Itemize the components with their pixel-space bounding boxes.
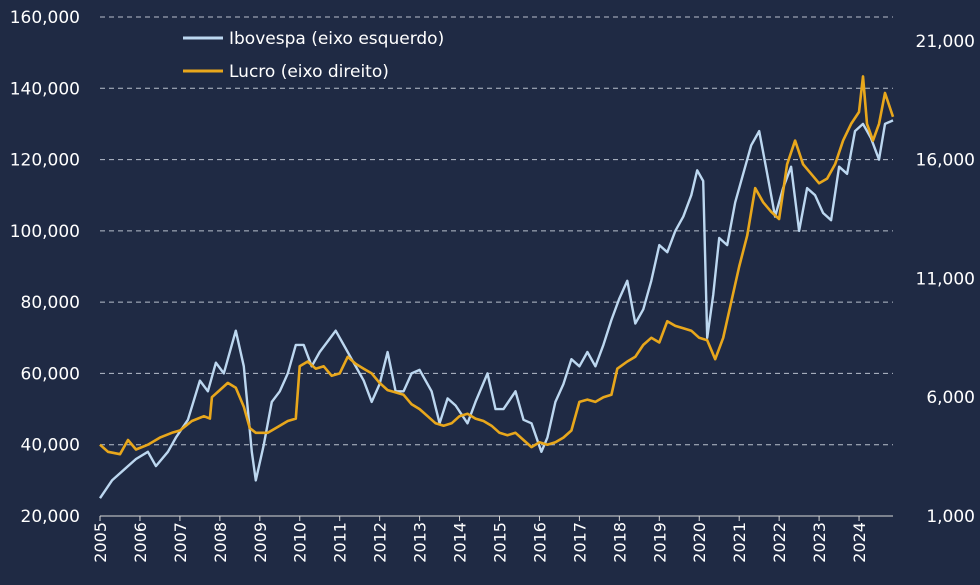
x-tick-label: 2012: [371, 522, 390, 563]
y-left-tick-label: 80,000: [21, 293, 80, 313]
x-tick-label: 2006: [131, 522, 150, 563]
x-tick-label: 2024: [850, 522, 869, 563]
x-tick-label: 2015: [490, 522, 509, 563]
x-tick-label: 2007: [171, 522, 190, 563]
y-left-tick-label: 120,000: [10, 151, 80, 171]
y-left-tick-label: 40,000: [21, 436, 80, 456]
x-tick-label: 2017: [570, 522, 589, 563]
x-tick-label: 2011: [331, 522, 350, 563]
x-tick-label: 2018: [610, 522, 629, 563]
legend-label-lucro: Lucro (eixo direito): [229, 62, 389, 82]
y-left-tick-label: 160,000: [10, 8, 80, 28]
y-left-tick-label: 20,000: [21, 507, 80, 527]
series: [99, 75, 895, 499]
y-right-tick-label: 6,000: [926, 388, 975, 408]
axes: 20,000 40,000 60,000 80,000 100,000 120,000 14…: [10, 8, 975, 563]
x-tick-label: 2020: [690, 522, 709, 563]
legend: Ibovespa (eixo esquerdo) Lucro (eixo dir…: [183, 29, 444, 82]
x-tick-label: 2014: [451, 522, 470, 563]
x-tick-label: 2009: [251, 522, 270, 563]
x-tick-label: 2013: [411, 522, 430, 563]
series-line-lucro: [99, 75, 895, 456]
y-left-tick-label: 140,000: [10, 79, 80, 99]
grid: [100, 16, 893, 446]
x-tick-label: 2021: [730, 522, 749, 563]
y-right-tick-label: 1,000: [926, 507, 975, 527]
x-tick-label: 2005: [91, 522, 110, 563]
x-tick-label: 2023: [810, 522, 829, 563]
y-left-tick-label: 60,000: [21, 364, 80, 384]
y-right-tick-label: 16,000: [916, 151, 975, 171]
y-left-tick-label: 100,000: [10, 222, 80, 242]
x-tick-label: 2008: [211, 522, 230, 563]
x-tick-label: 2016: [530, 522, 549, 563]
x-tick-label: 2019: [650, 522, 669, 563]
x-tick-label: 2022: [770, 522, 789, 563]
y-right-tick-label: 11,000: [916, 269, 975, 289]
x-tick-label: 2010: [291, 522, 310, 563]
series-line-ibovespa: [99, 119, 894, 499]
y-right-tick-label: 21,000: [916, 32, 975, 52]
legend-label-ibovespa: Ibovespa (eixo esquerdo): [229, 29, 444, 49]
